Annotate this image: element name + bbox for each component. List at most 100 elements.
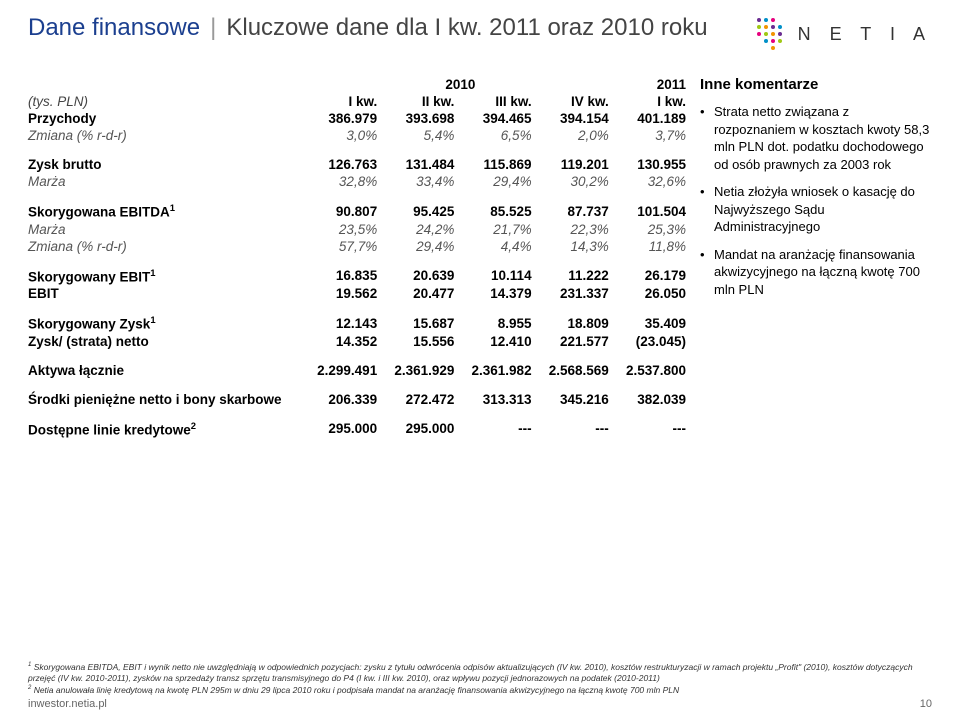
comment-item: Netia złożyła wniosek o kasację do Najwy… bbox=[700, 183, 932, 236]
page-title: Dane finansowe | Kluczowe dane dla I kw.… bbox=[28, 14, 708, 42]
table-cell: 20.477 bbox=[383, 285, 460, 302]
row-label: Skorygowany Zysk1 bbox=[28, 314, 306, 333]
header: Dane finansowe | Kluczowe dane dla I kw.… bbox=[0, 0, 960, 54]
table-cell: 15.687 bbox=[383, 314, 460, 333]
row-label: Marża bbox=[28, 173, 306, 190]
table-cell: 95.425 bbox=[383, 202, 460, 221]
table-cell: 11,8% bbox=[615, 238, 692, 255]
table-row: Zmiana (% r-d-r)57,7%29,4%4,4%14,3%11,8% bbox=[28, 238, 692, 255]
table-row: Skorygowana EBITDA190.80795.42585.52587.… bbox=[28, 202, 692, 221]
table-cell: 29,4% bbox=[460, 173, 537, 190]
table-cell: 401.189 bbox=[615, 110, 692, 127]
quarter-row: (tys. PLN) I kw. II kw. III kw. IV kw. I… bbox=[28, 93, 692, 110]
col-q1-2010: I kw. bbox=[306, 93, 383, 110]
table-cell: --- bbox=[615, 420, 692, 439]
table-row: Skorygowany EBIT116.83520.63910.11411.22… bbox=[28, 267, 692, 286]
row-label: Zmiana (% r-d-r) bbox=[28, 127, 306, 144]
comment-item: Mandat na aranżację finansowania akwizyc… bbox=[700, 246, 932, 299]
row-label: Środki pieniężne netto i bony skarbowe bbox=[28, 391, 306, 408]
table-cell: 85.525 bbox=[460, 202, 537, 221]
table-cell: --- bbox=[538, 420, 615, 439]
comments-panel: Inne komentarze Strata netto związana z … bbox=[692, 76, 932, 438]
footer-page-number: 10 bbox=[920, 698, 932, 710]
table-row bbox=[28, 302, 692, 314]
table-cell: 231.337 bbox=[538, 285, 615, 302]
table-cell: 18.809 bbox=[538, 314, 615, 333]
table-cell: 25,3% bbox=[615, 221, 692, 238]
year-2010: 2010 bbox=[383, 76, 537, 93]
table-cell: 126.763 bbox=[306, 156, 383, 173]
table-row: Środki pieniężne netto i bony skarbowe20… bbox=[28, 391, 692, 408]
row-label: Dostępne linie kredytowe2 bbox=[28, 420, 306, 439]
table-cell: 22,3% bbox=[538, 221, 615, 238]
table-row bbox=[28, 379, 692, 391]
table-cell: 2.299.491 bbox=[306, 362, 383, 379]
table-cell: 14.352 bbox=[306, 333, 383, 350]
content: 2010 2011 (tys. PLN) I kw. II kw. III kw… bbox=[0, 54, 960, 438]
footnotes: 1 Skorygowana EBITDA, EBIT i wynik netto… bbox=[28, 662, 932, 698]
table-cell: 394.154 bbox=[538, 110, 615, 127]
comments-list: Strata netto związana z rozpoznaniem w k… bbox=[700, 103, 932, 298]
title-accent: Dane finansowe bbox=[28, 14, 200, 42]
table-cell: 345.216 bbox=[538, 391, 615, 408]
table-cell: 33,4% bbox=[383, 173, 460, 190]
table-cell: 2.568.569 bbox=[538, 362, 615, 379]
table-cell: 221.577 bbox=[538, 333, 615, 350]
table-row: Zysk/ (strata) netto14.35215.55612.41022… bbox=[28, 333, 692, 350]
table-cell: 12.410 bbox=[460, 333, 537, 350]
col-q3-2010: III kw. bbox=[460, 93, 537, 110]
table-cell: 15.556 bbox=[383, 333, 460, 350]
table-cell: --- bbox=[460, 420, 537, 439]
table-cell: 393.698 bbox=[383, 110, 460, 127]
table-cell: 35.409 bbox=[615, 314, 692, 333]
table-row bbox=[28, 408, 692, 420]
table-cell: 382.039 bbox=[615, 391, 692, 408]
table-cell: 8.955 bbox=[460, 314, 537, 333]
table-cell: 14.379 bbox=[460, 285, 537, 302]
table-cell: 87.737 bbox=[538, 202, 615, 221]
table-row: Przychody386.979393.698394.465394.154401… bbox=[28, 110, 692, 127]
table-cell: 394.465 bbox=[460, 110, 537, 127]
table-row bbox=[28, 190, 692, 202]
row-label: Skorygowana EBITDA1 bbox=[28, 202, 306, 221]
row-label: EBIT bbox=[28, 285, 306, 302]
table-cell: 2.361.929 bbox=[383, 362, 460, 379]
table-cell: 386.979 bbox=[306, 110, 383, 127]
row-label: Zysk brutto bbox=[28, 156, 306, 173]
table-cell: 5,4% bbox=[383, 127, 460, 144]
table-cell: 3,0% bbox=[306, 127, 383, 144]
table-cell: 32,8% bbox=[306, 173, 383, 190]
table-cell: 32,6% bbox=[615, 173, 692, 190]
table-cell: 23,5% bbox=[306, 221, 383, 238]
table-cell: (23.045) bbox=[615, 333, 692, 350]
table-row: EBIT19.56220.47714.379231.33726.050 bbox=[28, 285, 692, 302]
col-q4-2010: IV kw. bbox=[538, 93, 615, 110]
table-cell: 131.484 bbox=[383, 156, 460, 173]
unit-label: (tys. PLN) bbox=[28, 93, 306, 110]
table-cell: 10.114 bbox=[460, 267, 537, 286]
table-cell: 12.143 bbox=[306, 314, 383, 333]
table-cell: 295.000 bbox=[306, 420, 383, 439]
year-row: 2010 2011 bbox=[28, 76, 692, 93]
table-row bbox=[28, 255, 692, 267]
table-cell: 26.050 bbox=[615, 285, 692, 302]
table-cell: 115.869 bbox=[460, 156, 537, 173]
comment-item: Strata netto związana z rozpoznaniem w k… bbox=[700, 103, 932, 173]
table-cell: 57,7% bbox=[306, 238, 383, 255]
financial-table: 2010 2011 (tys. PLN) I kw. II kw. III kw… bbox=[28, 76, 692, 438]
row-label: Aktywa łącznie bbox=[28, 362, 306, 379]
col-q2-2010: II kw. bbox=[383, 93, 460, 110]
comments-title: Inne komentarze bbox=[700, 76, 932, 93]
table-cell: 101.504 bbox=[615, 202, 692, 221]
year-2011: 2011 bbox=[615, 76, 692, 93]
logo-word: N E T I A bbox=[798, 24, 932, 45]
title-separator: | bbox=[210, 14, 216, 42]
table-cell: 30,2% bbox=[538, 173, 615, 190]
table-cell: 3,7% bbox=[615, 127, 692, 144]
row-label: Przychody bbox=[28, 110, 306, 127]
table-row: Zysk brutto126.763131.484115.869119.2011… bbox=[28, 156, 692, 173]
table-cell: 11.222 bbox=[538, 267, 615, 286]
table-row: Marża32,8%33,4%29,4%30,2%32,6% bbox=[28, 173, 692, 190]
table-cell: 130.955 bbox=[615, 156, 692, 173]
col-q1-2011: I kw. bbox=[615, 93, 692, 110]
